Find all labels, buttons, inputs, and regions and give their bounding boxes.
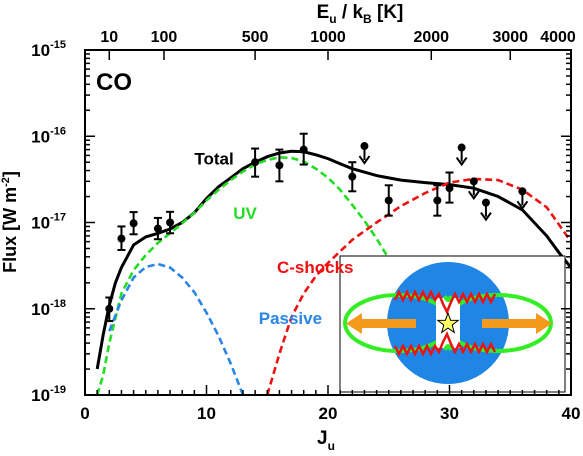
x-tick-label: 10 — [197, 404, 216, 423]
top-tick-label: 100 — [151, 29, 178, 46]
inset-star-icon — [436, 311, 460, 334]
series-passive — [108, 262, 245, 395]
curve-label-uv: UV — [233, 204, 257, 223]
data-point — [129, 211, 138, 236]
y-tick-label: 10-19 — [31, 384, 66, 405]
upper-limit — [516, 187, 529, 211]
data-marker — [251, 158, 260, 167]
upper-limit-arrowhead — [358, 155, 371, 165]
y-tick-label: 10-15 — [31, 39, 66, 60]
x-tick-label: 20 — [319, 404, 338, 423]
data-marker — [299, 145, 308, 154]
upper-limit — [480, 198, 492, 222]
top-tick-label: 3000 — [492, 29, 528, 46]
series-uv — [95, 155, 415, 395]
data-marker — [105, 304, 114, 313]
inset-outflow-arrowhead-left — [346, 313, 362, 334]
inset-outflow-arrowhead-right — [536, 313, 552, 334]
upper-limit-arrowhead — [480, 212, 492, 222]
inset-schematic — [339, 255, 566, 393]
top-tick-label: 1000 — [310, 29, 346, 46]
x-tick-label: 0 — [80, 404, 89, 423]
data-marker — [166, 218, 175, 227]
data-point — [166, 210, 175, 235]
data-marker — [275, 161, 284, 170]
upper-limit — [467, 177, 480, 201]
data-marker — [153, 224, 162, 233]
upper-limit-arrowhead — [455, 156, 468, 167]
data-point — [348, 161, 357, 193]
inset-shock-bottom — [393, 330, 497, 357]
top-tick-label: 2000 — [413, 29, 449, 46]
y-tick-label: 10-17 — [31, 212, 66, 233]
data-point — [275, 148, 284, 183]
upper-limit-arrowhead — [516, 200, 529, 211]
top-axis-title: Eu / kB [K] — [317, 2, 404, 26]
curve-label-c-shocks: C-shocks — [277, 258, 354, 277]
data-marker — [117, 234, 126, 243]
data-marker — [445, 184, 454, 193]
series-total — [95, 149, 571, 370]
panel-label: CO — [96, 69, 132, 96]
data-point — [445, 171, 454, 204]
inset-outflow-arrow-right — [482, 319, 538, 328]
curve-label-passive: Passive — [259, 309, 322, 328]
data-point — [251, 147, 260, 178]
top-tick-label: 500 — [242, 29, 269, 46]
upper-limit — [358, 142, 371, 165]
data-marker — [129, 219, 138, 228]
data-marker — [348, 172, 357, 181]
data-marker — [384, 196, 393, 205]
x-tick-label: 30 — [440, 404, 459, 423]
y-axis-title: Flux [W m-2] — [0, 171, 20, 273]
top-tick-label: 10 — [100, 29, 118, 46]
top-tick-label: 4000 — [540, 29, 576, 46]
curve-label-total: Total — [194, 150, 233, 169]
x-axis-title: Ju — [317, 428, 335, 453]
y-tick-label: 10-16 — [31, 125, 66, 146]
inset-shock-top — [393, 289, 497, 316]
data-point — [384, 184, 393, 217]
data-point — [433, 184, 442, 217]
inset-outflow-arrow-left — [360, 319, 416, 328]
data-point — [117, 225, 126, 251]
data-point — [299, 132, 308, 166]
upper-limit — [455, 143, 468, 167]
y-tick-label: 10-18 — [31, 298, 66, 319]
upper-limit-arrowhead — [467, 190, 480, 201]
x-tick-label: 40 — [562, 404, 581, 423]
inset-lobe-waist — [443, 295, 453, 351]
data-point — [153, 216, 162, 241]
data-marker — [433, 196, 442, 205]
data-point — [105, 296, 114, 323]
